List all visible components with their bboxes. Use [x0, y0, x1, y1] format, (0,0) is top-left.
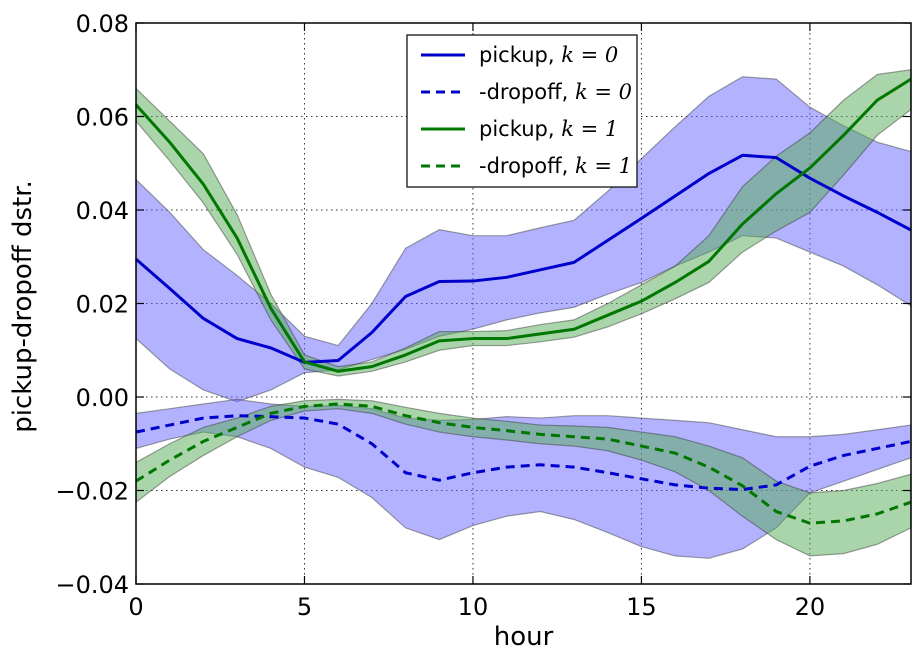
x-tick-label: 15: [626, 593, 657, 621]
legend-box: [406, 34, 638, 188]
x-tick-label: 10: [458, 593, 489, 621]
y-tick-label: 0.08: [76, 10, 129, 38]
x-tick-labels: 0 5 10 15 20: [128, 593, 825, 621]
legend-entry-1: -dropoff, k = 0: [479, 80, 632, 104]
legend-label: pickup,: [479, 43, 561, 67]
x-axis-label: hour: [494, 622, 554, 652]
y-tick-label: −0.02: [55, 478, 129, 506]
y-tick-label: −0.04: [55, 571, 129, 599]
x-tick-label: 20: [795, 593, 826, 621]
y-axis-label: pickup-dropoff dstr.: [8, 180, 38, 433]
axis-ticks: [135, 22, 911, 585]
legend-math-label: k = 1: [575, 154, 632, 178]
line-series-3: [135, 402, 912, 525]
legend-label: -dropoff,: [479, 154, 575, 178]
line-series-2: [134, 77, 912, 373]
y-tick-label: 0.00: [76, 384, 129, 412]
line-series-1: [135, 414, 912, 492]
legend-label: pickup,: [479, 117, 561, 141]
x-tick-label: 5: [297, 593, 312, 621]
confidence-bands: [135, 69, 912, 559]
legend-entry-2: pickup, k = 1: [479, 117, 618, 141]
x-tick-label: 0: [128, 593, 143, 621]
legend-entry-0: pickup, k = 0: [479, 43, 618, 67]
legend-math-label: k = 0: [561, 43, 618, 67]
line-series-0: [135, 153, 912, 364]
legend-math-label: k = 1: [561, 117, 618, 141]
y-tick-labels: −0.04 −0.02 0.00 0.02 0.04 0.06 0.08: [55, 10, 129, 599]
legend-label: -dropoff,: [479, 80, 575, 104]
legend-math-label: k = 0: [575, 80, 632, 104]
series-lines: [134, 77, 912, 525]
y-tick-label: 0.06: [76, 104, 129, 132]
y-tick-label: 0.04: [76, 197, 129, 225]
legend-entry-3: -dropoff, k = 1: [479, 154, 632, 178]
y-tick-label: 0.02: [76, 291, 129, 319]
